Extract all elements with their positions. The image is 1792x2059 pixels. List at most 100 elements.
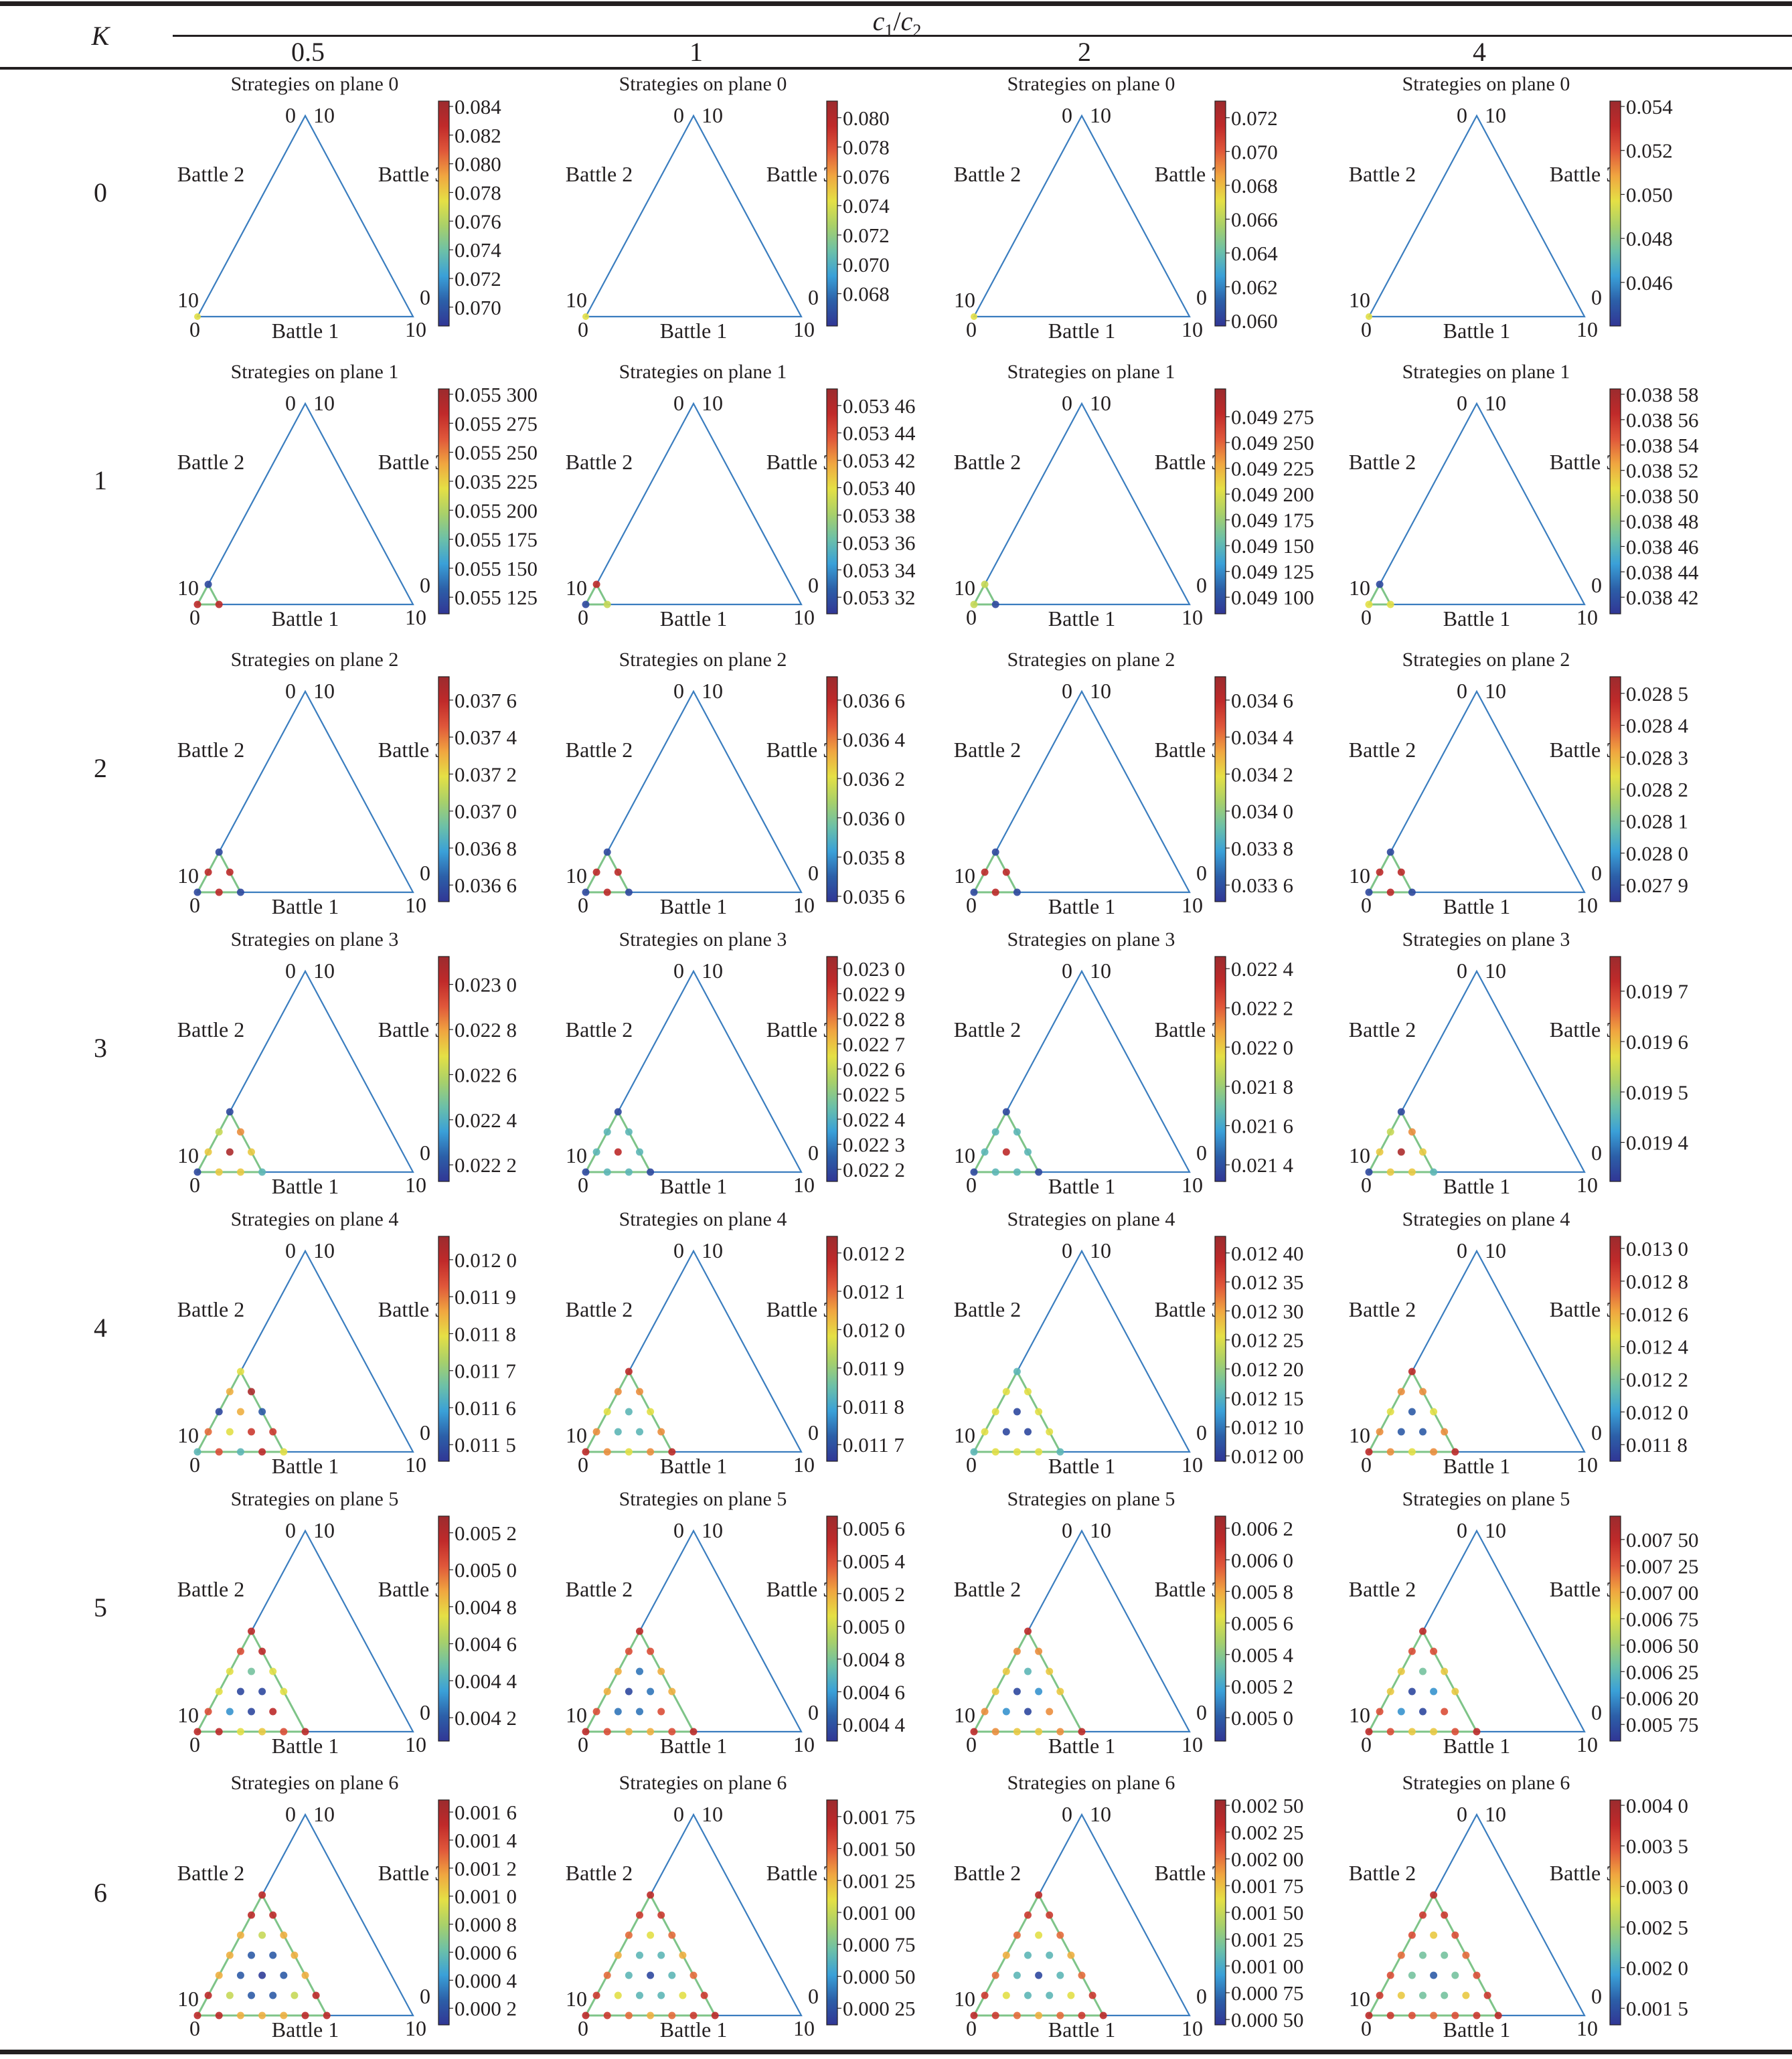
ternary-plot: Strategies on plane 3 0 10 0 10 10 0 Battle 1 Ba… xyxy=(954,928,1294,1198)
battle-1-label: Battle 1 xyxy=(272,606,339,631)
colorbar-tick-label: 0.068 xyxy=(1231,174,1278,197)
apex-tick-10: 10 xyxy=(702,1802,723,1826)
strategy-point-4-2 xyxy=(689,1971,698,1979)
battle-1-label: Battle 1 xyxy=(1443,2017,1510,2042)
strategy-point-0-0 xyxy=(1365,2011,1373,2020)
colorbar-tick-label: 0.001 00 xyxy=(1231,1955,1304,1978)
strategy-point-2-0 xyxy=(236,1448,244,1456)
battle-3-label: Battle 3 xyxy=(378,1861,445,1885)
ternary-panel-plane-5-c2: Strategies on plane 5 0 10 0 10 10 0 Battle 1 Ba… xyxy=(947,1485,1342,1765)
strategy-point-0-4 xyxy=(1408,1368,1416,1376)
right-tick-0: 0 xyxy=(808,1700,819,1724)
strategy-point-4-2 xyxy=(1473,1971,1481,1979)
strategy-point-3-1 xyxy=(657,1708,665,1716)
colorbar xyxy=(1214,956,1226,1182)
colorbar-tick-label: 0.004 0 xyxy=(1626,1794,1688,1817)
strategy-point-3-0 xyxy=(258,1448,266,1456)
colorbar-tick-label: 0.011 7 xyxy=(843,1433,904,1457)
strategy-point-1-0 xyxy=(991,1168,999,1176)
bottom-right-tick-10: 10 xyxy=(405,893,426,917)
strategy-point-5-1 xyxy=(1088,1991,1096,1999)
apex-tick-0: 0 xyxy=(285,959,296,983)
column-header-3: 4 xyxy=(1473,37,1486,67)
ternary-plot: Strategies on plane 6 0 10 0 10 10 0 Battle 1 Ba… xyxy=(177,1772,517,2042)
battle-2-label: Battle 2 xyxy=(954,1297,1021,1321)
left-tick-10: 10 xyxy=(177,1703,199,1727)
apex-tick-0: 0 xyxy=(1062,1238,1072,1262)
strategy-point-1-1 xyxy=(226,1991,234,1999)
colorbar xyxy=(1609,1515,1621,1742)
strategy-point-1-1 xyxy=(1397,1991,1405,1999)
strategy-point-0-0 xyxy=(970,888,978,896)
battle-2-label: Battle 2 xyxy=(566,1017,633,1042)
left-tick-10: 10 xyxy=(1349,863,1370,888)
colorbar-tick-label: 0.022 2 xyxy=(455,1153,517,1177)
battle-1-label: Battle 1 xyxy=(660,1454,727,1478)
colorbar-tick-label: 0.022 8 xyxy=(843,1007,905,1031)
colorbar xyxy=(826,1799,838,2026)
colorbar-tick-label: 0.080 xyxy=(843,106,890,130)
inner-triangle-plane-5 xyxy=(972,1629,1084,1733)
colorbar xyxy=(1609,100,1621,327)
apex-tick-10: 10 xyxy=(313,679,335,703)
strategy-point-0-1 xyxy=(592,1148,600,1156)
strategy-point-1-0 xyxy=(603,1168,611,1176)
colorbar-tick-label: 0.034 2 xyxy=(1231,762,1293,786)
right-tick-0: 0 xyxy=(808,1141,819,1165)
colorbar-tick-label: 0.007 25 xyxy=(1626,1554,1699,1578)
colorbar-tick-label: 0.001 50 xyxy=(843,1837,916,1861)
strategy-point-2-2 xyxy=(1430,1687,1438,1696)
ternary-plot: Strategies on plane 3 0 10 0 10 10 0 Battle 1 Ba… xyxy=(566,928,906,1198)
left-tick-10: 10 xyxy=(954,1423,975,1447)
outer-triangle xyxy=(196,402,414,606)
strategy-point-2-2 xyxy=(647,1687,655,1696)
strategy-point-3-1 xyxy=(1046,1428,1054,1436)
strategy-point-2-4 xyxy=(280,1931,288,1939)
right-tick-0: 0 xyxy=(420,573,430,597)
colorbar-tick-label: 0.005 6 xyxy=(1231,1612,1293,1635)
strategy-point-0-5 xyxy=(1419,1627,1427,1635)
bottom-left-tick-0: 0 xyxy=(966,1732,977,1756)
ternary-panel-plane-3-c1: Strategies on plane 3 0 10 0 10 10 0 Battle 1 Ba… xyxy=(559,926,954,1206)
ternary-plot: Strategies on plane 4 0 10 0 10 10 0 Battle 1 Ba… xyxy=(566,1208,905,1478)
strategy-point-0-2 xyxy=(1386,1128,1394,1136)
apex-tick-0: 0 xyxy=(673,959,684,983)
strategy-point-2-1 xyxy=(636,1991,643,1999)
colorbar-tick-label: 0.050 xyxy=(1626,183,1673,206)
left-tick-10: 10 xyxy=(566,1143,587,1167)
colorbar-tick-label: 0.036 2 xyxy=(843,767,905,791)
apex-tick-0: 0 xyxy=(1062,1802,1072,1826)
strategy-point-2-3 xyxy=(657,1667,665,1675)
strategy-point-1-4 xyxy=(647,1931,655,1939)
strategy-point-3-2 xyxy=(1451,1971,1459,1979)
strategy-point-0-3 xyxy=(226,1951,234,1959)
ternary-panel-plane-1-c0.5: Strategies on plane 1 0 10 0 10 10 0 Battle 1 Ba… xyxy=(171,358,566,638)
right-tick-0: 0 xyxy=(1591,861,1602,885)
apex-tick-10: 10 xyxy=(1485,1518,1506,1542)
colorbar-tick-label: 0.033 6 xyxy=(1231,874,1293,897)
strategy-point-1-3 xyxy=(1024,1667,1032,1675)
strategy-point-0-4 xyxy=(625,1368,633,1376)
row-label-k-2: 2 xyxy=(94,753,107,783)
bottom-left-tick-0: 0 xyxy=(1361,1453,1372,1477)
colorbar-tick-label: 0.054 xyxy=(1626,95,1673,118)
bottom-right-tick-10: 10 xyxy=(1576,1453,1598,1477)
strategy-point-2-2 xyxy=(1035,1971,1043,1979)
colorbar-tick-label: 0.055 150 xyxy=(455,557,538,580)
bottom-right-tick-10: 10 xyxy=(405,1173,426,1197)
colorbar-tick-label: 0.072 xyxy=(1231,106,1278,130)
strategy-point-1-1 xyxy=(1002,1148,1010,1156)
colorbar-tick-label: 0.022 6 xyxy=(455,1063,517,1086)
colorbar-tick-label: 0.000 2 xyxy=(455,1997,517,2020)
strategy-point-0-2 xyxy=(991,1687,999,1696)
ternary-panel-plane-6-c4: Strategies on plane 6 0 10 0 10 10 0 Battle 1 Ba… xyxy=(1342,1769,1737,2049)
colorbar-tick-label: 0.048 xyxy=(1626,227,1673,250)
colorbar-tick-label: 0.034 0 xyxy=(1231,800,1293,823)
ternary-plot: Strategies on plane 6 0 10 0 10 10 0 Battle 1 Ba… xyxy=(566,1772,916,2042)
colorbar-tick-label: 0.023 0 xyxy=(843,957,905,981)
strategy-point-4-0 xyxy=(280,2011,288,2020)
strategy-point-3-3 xyxy=(1067,1951,1075,1959)
battle-2-label: Battle 2 xyxy=(177,1297,244,1321)
strategy-point-2-3 xyxy=(1046,1951,1054,1959)
strategy-point-1-0 xyxy=(215,600,223,608)
